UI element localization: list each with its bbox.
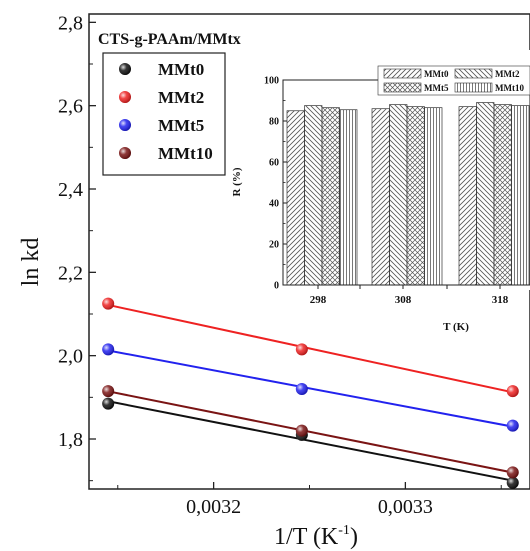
main-fit-lines bbox=[107, 303, 513, 482]
legend-marker-mmt2-shine bbox=[119, 91, 131, 103]
inset-bars bbox=[286, 102, 530, 286]
data-point-shine bbox=[506, 476, 519, 489]
data-point-shine bbox=[102, 397, 115, 410]
fit-line-mmt10 bbox=[107, 390, 513, 474]
main-axis-ticks: 1,8 2,0 2,2 2,4 2,6 2,8 0,0032 0,0033 bbox=[58, 12, 502, 518]
inset-y-tick-label: 100 bbox=[264, 76, 279, 87]
inset-bar-mmt0 bbox=[371, 108, 390, 286]
legend-marker-mmt0-shine bbox=[119, 63, 131, 75]
data-point-shine bbox=[295, 383, 308, 395]
inset-y-tick-label: 60 bbox=[269, 158, 279, 169]
data-point-shine bbox=[102, 297, 115, 310]
inset-chart: 0 20 40 60 80 100 298 308 318 R (%) T (K) MMt0 M… bbox=[227, 50, 530, 333]
inset-y-tick-label: 0 bbox=[274, 281, 279, 292]
x-axis-label-superscript: -1 bbox=[338, 523, 350, 538]
y-tick-label: 2,8 bbox=[58, 12, 83, 34]
y-tick-label: 2,6 bbox=[58, 96, 83, 118]
x-axis-label: 1/T (K-1) bbox=[274, 523, 358, 550]
data-point-shine bbox=[295, 343, 308, 356]
inset-bar-mmt10 bbox=[339, 109, 358, 286]
x-axis-label-main: 1/T (K bbox=[274, 524, 339, 550]
inset-bar-mmt10 bbox=[511, 105, 530, 286]
inset-bar-mmt2 bbox=[304, 105, 323, 286]
inset-ticks: 0 20 40 60 80 100 298 308 318 bbox=[264, 76, 509, 307]
inset-legend-label-mmt10: MMt10 bbox=[495, 83, 524, 93]
inset-y-tick-label: 40 bbox=[269, 199, 279, 210]
legend-label-mmt10: MMt10 bbox=[158, 144, 213, 163]
inset-x-tick-label: 298 bbox=[310, 294, 327, 306]
inset-bar-mmt10 bbox=[424, 107, 443, 286]
inset-bar-mmt5 bbox=[493, 104, 512, 286]
inset-x-axis-label: T (K) bbox=[443, 321, 469, 333]
inset-y-tick-label: 80 bbox=[269, 117, 279, 128]
y-tick-label: 2,2 bbox=[58, 262, 83, 284]
x-tick-label: 0,0033 bbox=[378, 496, 433, 518]
inset-y-axis-label: R (%) bbox=[231, 167, 243, 196]
inset-bar-mmt0 bbox=[458, 106, 477, 286]
inset-x-tick-label: 308 bbox=[395, 294, 412, 306]
x-axis-label-close: ) bbox=[350, 524, 358, 550]
y-tick-label: 2,0 bbox=[58, 346, 83, 368]
y-tick-label: 1,8 bbox=[58, 429, 83, 451]
inset-legend-swatch-mmt0 bbox=[383, 68, 422, 79]
inset-legend-label-mmt2: MMt2 bbox=[495, 69, 520, 79]
legend-marker-mmt5-shine bbox=[119, 119, 131, 131]
x-tick-label: 0,0032 bbox=[186, 496, 241, 518]
legend-label-mmt5: MMt5 bbox=[158, 116, 204, 135]
main-markers bbox=[102, 297, 519, 489]
inset-bar-mmt2 bbox=[389, 104, 408, 286]
fit-line-mmt2 bbox=[107, 303, 513, 394]
data-point-shine bbox=[295, 424, 308, 437]
fit-line-mmt5 bbox=[107, 349, 513, 428]
inset-legend-swatch-mmt10 bbox=[454, 82, 493, 93]
data-point-shine bbox=[102, 343, 115, 356]
inset-legend: MMt0 MMt2 MMt5 MMt10 bbox=[377, 65, 530, 96]
data-point-shine bbox=[506, 466, 519, 479]
inset-bar-mmt5 bbox=[321, 107, 340, 286]
inset-legend-swatch-mmt5 bbox=[383, 82, 422, 93]
legend: MMt0 MMt2 MMt5 MMt10 bbox=[102, 52, 226, 176]
fit-line-mmt0 bbox=[107, 400, 513, 482]
inset-legend-label-mmt5: MMt5 bbox=[424, 83, 449, 93]
data-point-shine bbox=[102, 385, 115, 398]
y-tick-label: 2,4 bbox=[58, 179, 83, 201]
inset-bar-mmt0 bbox=[286, 110, 305, 286]
y-axis-label: ln kd bbox=[18, 238, 44, 287]
inset-bar-mmt2 bbox=[476, 102, 495, 286]
inset-x-tick-label: 318 bbox=[492, 294, 509, 306]
inset-legend-swatch-mmt2 bbox=[454, 68, 493, 79]
inset-legend-label-mmt0: MMt0 bbox=[424, 69, 449, 79]
chart-title: CTS-g-PAAm/MMtx bbox=[98, 31, 241, 48]
legend-label-mmt0: MMt0 bbox=[158, 60, 204, 79]
legend-marker-mmt10-shine bbox=[119, 147, 131, 159]
legend-label-mmt2: MMt2 bbox=[158, 88, 204, 107]
data-point-shine bbox=[506, 385, 519, 398]
inset-y-tick-label: 20 bbox=[269, 240, 279, 251]
inset-bar-mmt5 bbox=[406, 106, 425, 286]
data-point-shine bbox=[506, 419, 519, 432]
